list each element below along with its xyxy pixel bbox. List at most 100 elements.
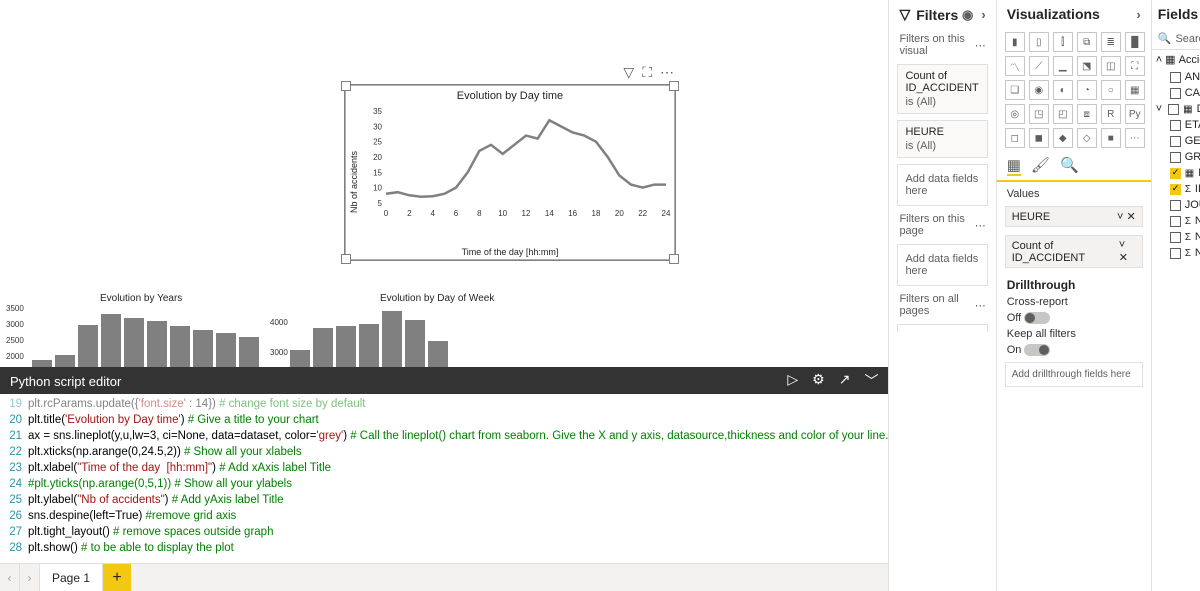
page-tab[interactable]: Page 1 bbox=[40, 564, 103, 591]
popout-icon[interactable]: ↗ bbox=[839, 371, 851, 391]
viz-type-icon[interactable]: ⬔ bbox=[1077, 56, 1097, 76]
viz-type-icon[interactable]: ◆ bbox=[1053, 128, 1073, 148]
viz-type-icon[interactable]: █ bbox=[1125, 32, 1145, 52]
field-label: JOU bbox=[1185, 199, 1200, 211]
field-checkbox[interactable] bbox=[1170, 136, 1181, 147]
code-area[interactable]: 19plt.rcParams.update({'font.size' : 14}… bbox=[0, 394, 888, 558]
field-checkbox[interactable] bbox=[1170, 120, 1181, 131]
viz-type-icon[interactable]: ◼ bbox=[1029, 128, 1049, 148]
page-prev[interactable]: ‹ bbox=[0, 564, 20, 591]
filter-drop-all[interactable] bbox=[897, 324, 987, 332]
field-checkbox[interactable] bbox=[1170, 216, 1181, 227]
viz-type-icon[interactable]: ◇ bbox=[1077, 128, 1097, 148]
drillthrough-drop[interactable]: Add drillthrough fields here bbox=[1005, 362, 1143, 387]
field-checkbox[interactable] bbox=[1170, 152, 1181, 163]
cross-report-toggle[interactable]: Off bbox=[997, 310, 1151, 326]
field-item[interactable]: ΣID_A bbox=[1152, 181, 1200, 197]
filter-card[interactable]: HEURE is (All) bbox=[897, 120, 987, 158]
expand-icon[interactable]: › bbox=[981, 7, 985, 23]
field-item[interactable]: ▦HEU bbox=[1152, 165, 1200, 181]
resize-handle[interactable] bbox=[341, 81, 351, 91]
settings-icon[interactable]: ⚙ bbox=[812, 371, 825, 391]
viz-type-icon[interactable]: ▯ bbox=[1029, 32, 1049, 52]
resize-handle[interactable] bbox=[669, 81, 679, 91]
filter-card[interactable]: Count of ID_ACCIDENT is (All) bbox=[897, 64, 987, 114]
svg-text:22: 22 bbox=[638, 209, 647, 218]
analytics-tab-icon[interactable]: 🔍 bbox=[1060, 156, 1079, 176]
fields-tab-icon[interactable]: ▦ bbox=[1007, 156, 1021, 176]
add-page-button[interactable]: + bbox=[103, 564, 131, 591]
fields-list: ANNCAU˅▦DATEETATGENGRO▦HEUΣID_AJOUΣNB_EΣ… bbox=[1152, 69, 1200, 261]
focus-icon[interactable]: ⛶ bbox=[642, 64, 652, 81]
viz-type-icon[interactable]: ≣ bbox=[1101, 32, 1121, 52]
svg-text:10: 10 bbox=[373, 184, 382, 193]
viz-type-icon[interactable]: ⫿ bbox=[1053, 32, 1073, 52]
viz-type-icon[interactable]: R bbox=[1101, 104, 1121, 124]
eye-icon[interactable]: ◉ bbox=[962, 7, 973, 23]
svg-text:5: 5 bbox=[378, 199, 383, 208]
viz-type-grid: ▮▯⫿⧉≣█ 〽⟋▁⬔◫⛶ ❏◉◐◔○▦ ◎◳◰⧈RPy ◻◼◆◇■⋯ bbox=[997, 28, 1151, 152]
viz-type-icon[interactable]: ■ bbox=[1101, 128, 1121, 148]
viz-type-icon[interactable]: ⧈ bbox=[1077, 104, 1097, 124]
viz-type-icon[interactable]: ▁ bbox=[1053, 56, 1073, 76]
field-checkbox[interactable] bbox=[1170, 72, 1181, 83]
viz-type-icon[interactable]: ◫ bbox=[1101, 56, 1121, 76]
field-well[interactable]: HEURE˅ ✕ bbox=[1005, 206, 1143, 227]
field-item[interactable]: ΣNB_E bbox=[1152, 213, 1200, 229]
viz-type-icon[interactable]: ◳ bbox=[1029, 104, 1049, 124]
viz-type-icon[interactable]: ◉ bbox=[1029, 80, 1049, 100]
collapse-icon[interactable]: ﹀ bbox=[864, 371, 878, 391]
viz-type-icon[interactable]: ⋯ bbox=[1125, 128, 1145, 148]
viz-type-icon[interactable]: ◰ bbox=[1053, 104, 1073, 124]
bars-left bbox=[32, 297, 272, 367]
field-well[interactable]: Count of ID_ACCIDENT˅ ✕ bbox=[1005, 235, 1143, 268]
keep-filters-toggle[interactable]: On bbox=[997, 342, 1151, 358]
line-chart-visual[interactable]: ▽ ⛶ ⋯ Evolution by Day time Nb of accide… bbox=[345, 85, 675, 260]
field-checkbox[interactable] bbox=[1170, 200, 1181, 211]
page-next[interactable]: › bbox=[20, 564, 40, 591]
field-item[interactable]: GEN bbox=[1152, 133, 1200, 149]
report-canvas[interactable]: ▽ ⛶ ⋯ Evolution by Day time Nb of accide… bbox=[0, 0, 888, 367]
field-item[interactable]: GRO bbox=[1152, 149, 1200, 165]
viz-type-icon[interactable]: 〽 bbox=[1005, 56, 1025, 76]
filter-drop-page[interactable]: Add data fields here bbox=[897, 244, 987, 286]
viz-type-icon[interactable]: ⧉ bbox=[1077, 32, 1097, 52]
viz-type-icon[interactable]: ◐ bbox=[1053, 80, 1073, 100]
field-checkbox[interactable] bbox=[1170, 184, 1181, 195]
run-icon[interactable]: ▷ bbox=[787, 371, 798, 391]
field-checkbox[interactable] bbox=[1170, 88, 1181, 99]
field-item[interactable]: JOU bbox=[1152, 197, 1200, 213]
field-checkbox[interactable] bbox=[1170, 168, 1181, 179]
code-line: 26sns.despine(left=True) #remove grid ax… bbox=[0, 508, 888, 524]
viz-type-icon[interactable]: ⟋ bbox=[1029, 56, 1049, 76]
more-icon[interactable]: ⋯ bbox=[660, 64, 674, 81]
viz-type-icon[interactable]: ○ bbox=[1101, 80, 1121, 100]
field-item[interactable]: ΣNB_E bbox=[1152, 229, 1200, 245]
bar bbox=[170, 326, 190, 367]
filter-icon[interactable]: ▽ bbox=[623, 64, 634, 81]
viz-type-icon[interactable]: ◔ bbox=[1077, 80, 1097, 100]
fields-table[interactable]: ˄ ▦ Accident bbox=[1152, 50, 1200, 69]
field-item[interactable]: ANN bbox=[1152, 69, 1200, 85]
filter-drop-visual[interactable]: Add data fields here bbox=[897, 164, 987, 206]
format-tab-icon[interactable]: 🖌 bbox=[1031, 156, 1050, 176]
field-item[interactable]: ETAT bbox=[1152, 117, 1200, 133]
bar bbox=[359, 324, 379, 367]
sigma-icon: Σ bbox=[1185, 248, 1191, 259]
viz-type-icon[interactable]: ◎ bbox=[1005, 104, 1025, 124]
code-line: 27plt.tight_layout() # remove spaces out… bbox=[0, 524, 888, 540]
field-checkbox[interactable] bbox=[1168, 104, 1179, 115]
expand-icon[interactable]: › bbox=[1136, 7, 1140, 22]
field-item[interactable]: ΣNB_T bbox=[1152, 245, 1200, 261]
field-item[interactable]: CAU bbox=[1152, 85, 1200, 101]
viz-type-icon[interactable]: ❏ bbox=[1005, 80, 1025, 100]
viz-type-icon[interactable]: ⛶ bbox=[1125, 56, 1145, 76]
field-checkbox[interactable] bbox=[1170, 232, 1181, 243]
viz-type-icon[interactable]: Py bbox=[1125, 104, 1145, 124]
fields-search[interactable]: 🔍 Search bbox=[1152, 28, 1200, 50]
viz-type-icon[interactable]: ◻ bbox=[1005, 128, 1025, 148]
viz-type-icon[interactable]: ▦ bbox=[1125, 80, 1145, 100]
field-checkbox[interactable] bbox=[1170, 248, 1181, 259]
field-item[interactable]: ˅▦DATE bbox=[1152, 101, 1200, 117]
viz-type-icon[interactable]: ▮ bbox=[1005, 32, 1025, 52]
